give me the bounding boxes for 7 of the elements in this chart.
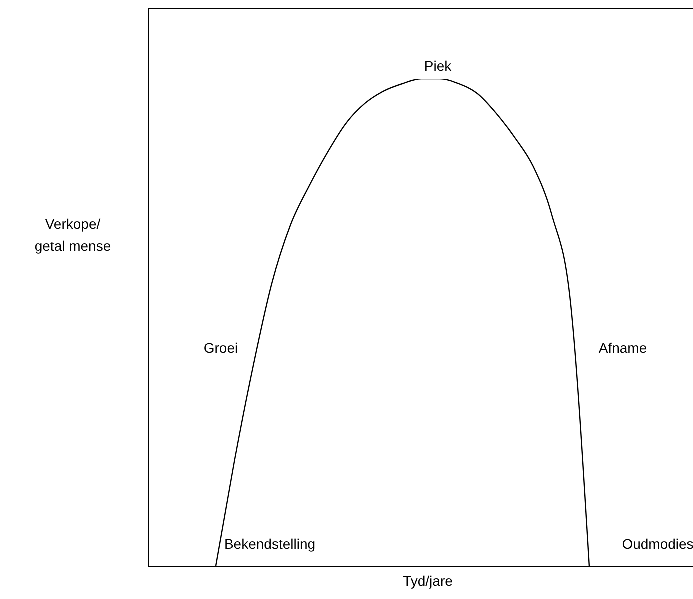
annotation: Oudmodies [621,536,693,552]
annotation: Groei [202,340,240,356]
x-axis-title: Tyd/jare [402,573,454,589]
y-axis-title: Verkope/ getal mense [34,215,112,256]
annotation: Bekendstelling [223,536,317,552]
text: Piek [423,58,453,74]
annotation: Afname [598,340,648,356]
